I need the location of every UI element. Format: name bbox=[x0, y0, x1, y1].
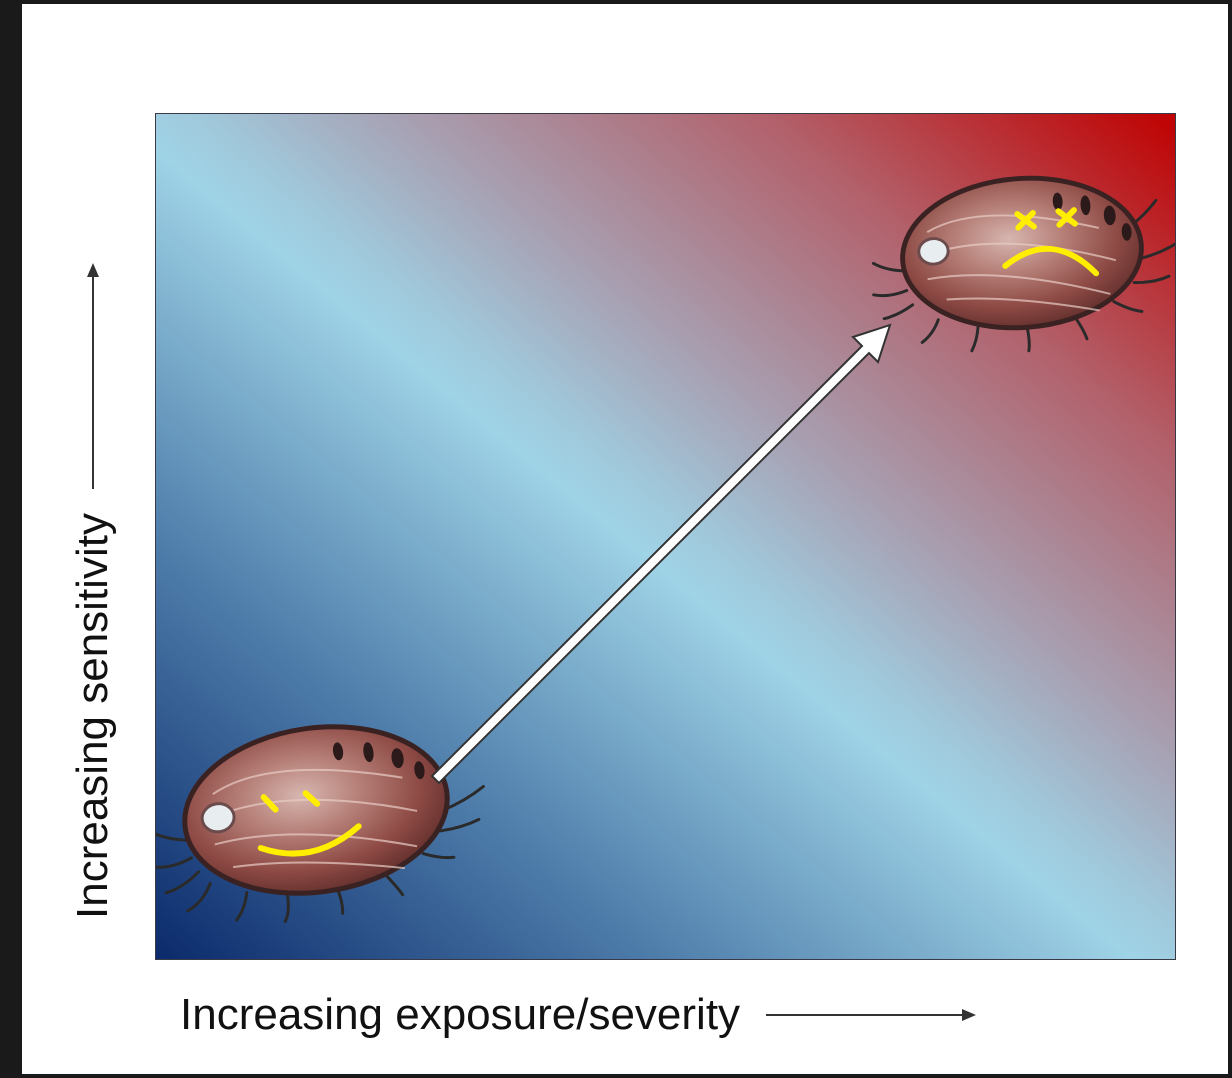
diagram-canvas bbox=[156, 175, 1175, 923]
trend-arrow-icon bbox=[430, 323, 892, 785]
gradient-plot-area bbox=[155, 113, 1176, 960]
abalone-shell bbox=[182, 724, 450, 896]
face-smile bbox=[257, 823, 362, 857]
face-x-eye-left bbox=[1014, 209, 1037, 231]
x-axis-label-group: Increasing exposure/severity bbox=[180, 990, 986, 1040]
face-x-eye-right bbox=[1055, 207, 1078, 228]
abalone-sad-icon bbox=[871, 175, 1175, 353]
shell-pores bbox=[1052, 192, 1132, 241]
sad-face-icon bbox=[1002, 207, 1100, 277]
shell-spire bbox=[917, 237, 950, 266]
shell-spire bbox=[200, 802, 236, 834]
shell-pores bbox=[332, 742, 425, 780]
face-eye-right bbox=[302, 790, 321, 807]
y-axis-label: Increasing sensitivity bbox=[68, 513, 117, 919]
slide: Increasing sensitivity Increasing exposu… bbox=[22, 4, 1228, 1074]
y-axis-arrow-icon bbox=[87, 263, 99, 490]
face-frown bbox=[1002, 245, 1100, 277]
x-axis-arrow-icon bbox=[766, 1009, 977, 1021]
smiley-face-icon bbox=[257, 790, 362, 857]
y-axis-label-group: Increasing sensitivity bbox=[68, 259, 118, 919]
face-eye-left bbox=[260, 794, 279, 813]
x-axis-label: Increasing exposure/severity bbox=[180, 990, 741, 1039]
abalone-happy-icon bbox=[156, 724, 485, 923]
